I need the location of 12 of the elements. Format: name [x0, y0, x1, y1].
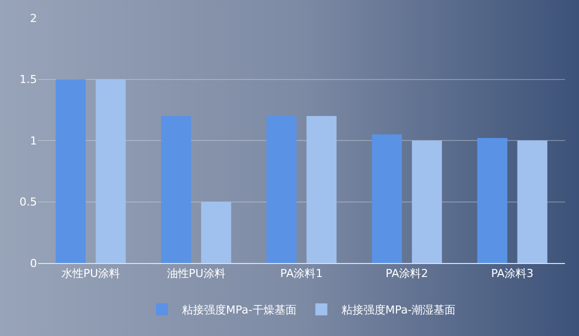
legend-label: 粘接强度MPa-潮湿基面 [341, 304, 456, 317]
x-tick-label: PA涂料1 [280, 267, 323, 280]
x-tick-label: 水性PU涂料 [61, 267, 120, 280]
y-tick-label: 2 [30, 12, 37, 25]
y-tick-label: 1.5 [20, 73, 37, 86]
x-tick-label: PA涂料3 [491, 267, 534, 280]
y-tick-label: 1 [30, 134, 37, 148]
y-tick-label: 0 [30, 256, 37, 270]
x-tick-label: PA涂料2 [386, 267, 428, 280]
legend-label: 粘接强度MPa-干燥基面 [182, 304, 296, 317]
x-tick-label: 油性PU涂料 [166, 267, 226, 280]
y-tick-label: 0.5 [20, 196, 37, 209]
